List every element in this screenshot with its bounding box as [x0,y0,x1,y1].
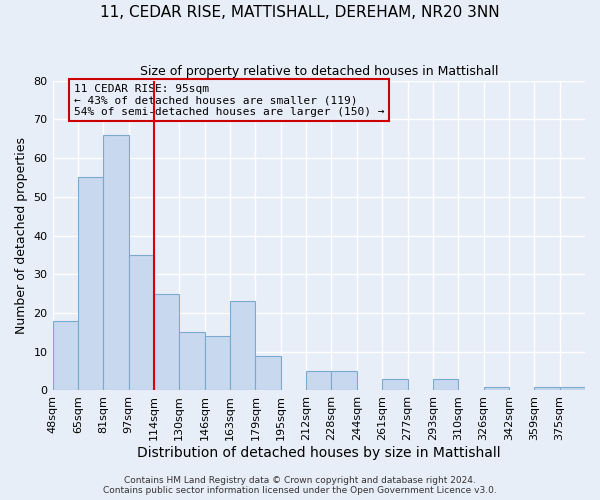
Y-axis label: Number of detached properties: Number of detached properties [15,137,28,334]
Title: Size of property relative to detached houses in Mattishall: Size of property relative to detached ho… [140,65,498,78]
Bar [560,386,585,390]
Bar [103,135,128,390]
Text: Contains HM Land Registry data © Crown copyright and database right 2024.
Contai: Contains HM Land Registry data © Crown c… [103,476,497,495]
Bar [179,332,205,390]
Bar [256,356,281,390]
Text: 11, CEDAR RISE, MATTISHALL, DEREHAM, NR20 3NN: 11, CEDAR RISE, MATTISHALL, DEREHAM, NR2… [100,5,500,20]
Bar [534,386,560,390]
Bar [230,302,256,390]
Bar [331,371,357,390]
Bar [306,371,331,390]
X-axis label: Distribution of detached houses by size in Mattishall: Distribution of detached houses by size … [137,446,500,460]
Bar [78,178,103,390]
Bar [154,294,179,390]
Bar [382,379,407,390]
Bar [53,320,78,390]
Bar [484,386,509,390]
Bar [128,255,154,390]
Bar [205,336,230,390]
Text: 11 CEDAR RISE: 95sqm
← 43% of detached houses are smaller (119)
54% of semi-deta: 11 CEDAR RISE: 95sqm ← 43% of detached h… [74,84,385,117]
Bar [433,379,458,390]
